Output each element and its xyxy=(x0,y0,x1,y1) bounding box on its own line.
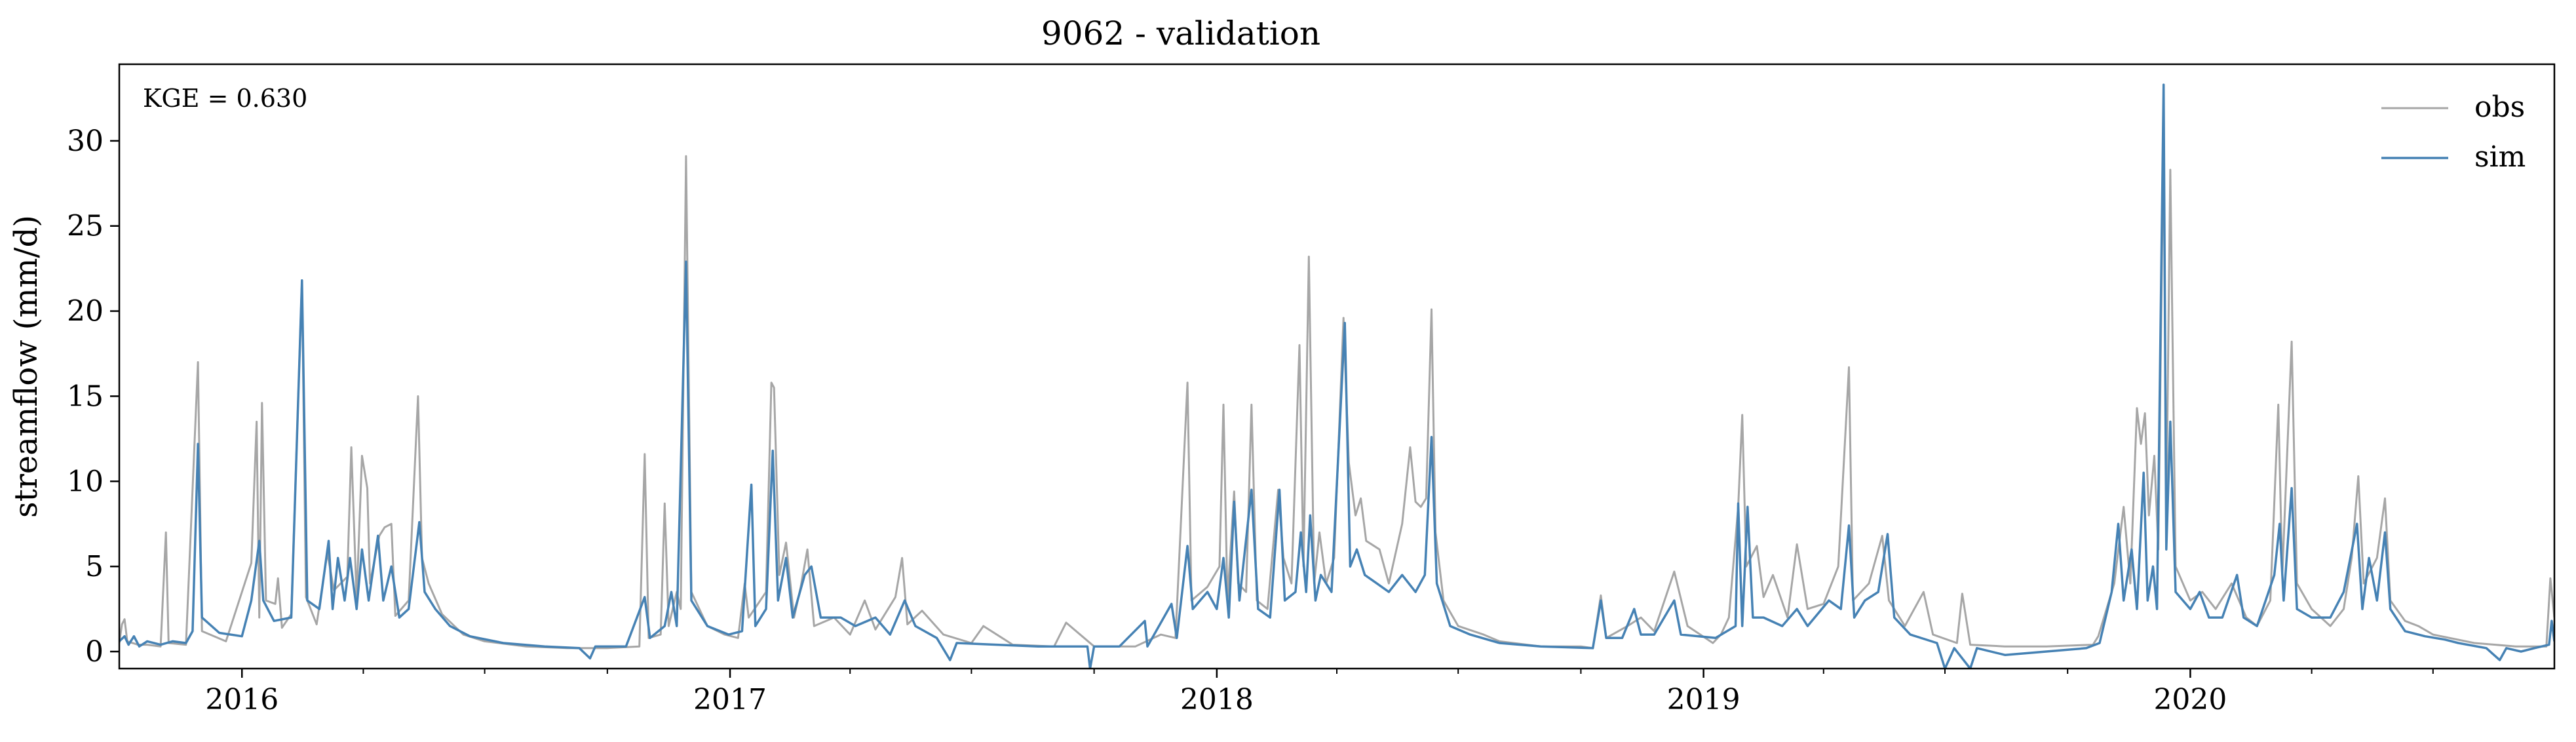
plot-area: 0 5 10 15 20 25 30 2016 2017 2018 2019 2020 xyxy=(67,63,2556,716)
obs-series-line xyxy=(119,123,2554,650)
y-tick-label: 20 xyxy=(67,295,104,328)
y-tick-label: 0 xyxy=(85,635,104,669)
x-axis-ticks: 2016 2017 2018 2019 2020 xyxy=(205,669,2434,716)
x-tick-label: 2016 xyxy=(205,683,279,716)
plot-frame xyxy=(118,63,2556,670)
y-tick-label: 5 xyxy=(85,550,104,583)
sim-series-line xyxy=(119,83,2554,669)
y-tick-label: 30 xyxy=(67,125,104,158)
x-tick-label: 2017 xyxy=(693,683,767,716)
chart-title: 9062 - validation xyxy=(1041,14,1320,52)
legend: obs sim xyxy=(2381,90,2526,174)
x-tick-label: 2019 xyxy=(1667,683,1740,716)
x-tick-label: 2018 xyxy=(1180,683,1254,716)
legend-sim-label: sim xyxy=(2474,140,2526,174)
y-axis-ticks: 0 5 10 15 20 25 30 xyxy=(67,125,119,669)
y-axis-label: streamflow (mm/d) xyxy=(8,215,45,518)
x-tick-label: 2020 xyxy=(2153,683,2227,716)
y-tick-label: 15 xyxy=(67,380,104,413)
y-tick-label: 25 xyxy=(67,210,104,243)
legend-obs-label: obs xyxy=(2474,90,2525,124)
kge-annotation: KGE = 0.630 xyxy=(143,84,307,113)
y-tick-label: 10 xyxy=(67,465,104,498)
